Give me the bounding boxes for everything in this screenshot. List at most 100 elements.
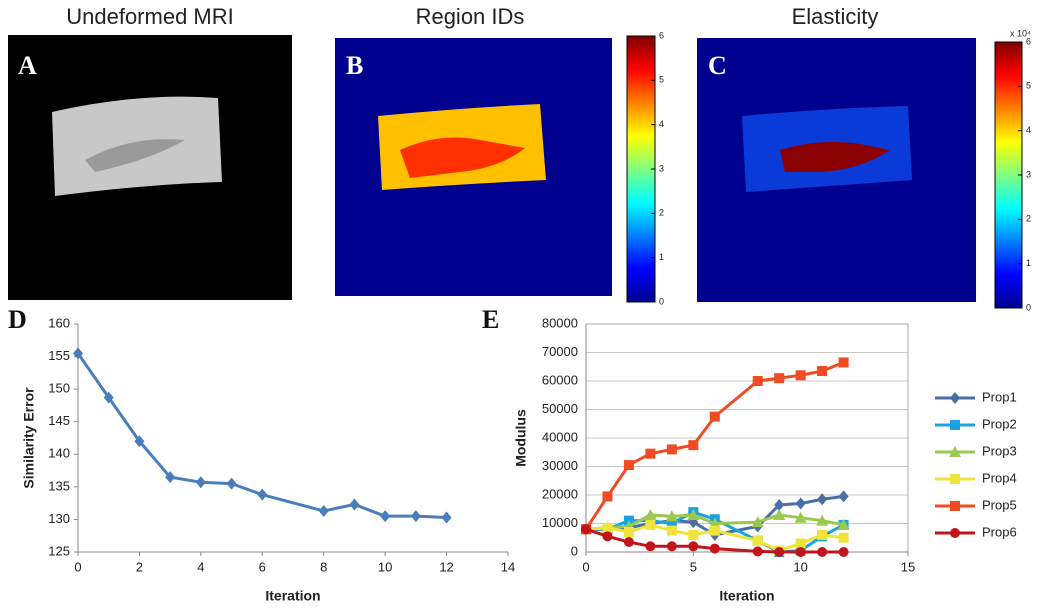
marker: [667, 526, 677, 536]
panel-title: Region IDs: [416, 4, 525, 29]
legend-label: Prop3: [982, 443, 1017, 458]
panel-letter: A: [18, 51, 37, 80]
marker: [950, 420, 960, 430]
colorbar-tick-label: 6: [1026, 36, 1031, 46]
x-tick-label: 15: [901, 559, 915, 574]
marker: [753, 546, 763, 556]
colorbar: [627, 36, 655, 302]
x-tick-label: 5: [690, 559, 697, 574]
panel-label: D: [8, 305, 27, 334]
marker: [950, 501, 960, 511]
marker: [645, 449, 655, 459]
x-axis-label: Iteration: [265, 588, 320, 604]
marker: [753, 376, 763, 386]
marker: [839, 547, 849, 557]
y-axis-label: Modulus: [513, 409, 529, 467]
y-tick-label: 30000: [542, 458, 578, 473]
marker: [950, 392, 960, 404]
marker: [688, 541, 698, 551]
marker: [319, 505, 329, 517]
colorbar-tick-label: 0: [1026, 302, 1031, 312]
marker: [602, 523, 612, 533]
marker: [645, 541, 655, 551]
marker: [710, 544, 720, 554]
y-tick-label: 0: [571, 543, 578, 558]
marker: [645, 520, 655, 530]
x-tick-label: 0: [582, 559, 589, 574]
marker: [581, 524, 591, 534]
marker: [602, 531, 612, 541]
x-tick-label: 10: [378, 559, 392, 574]
marker: [753, 536, 763, 546]
colorbar-tick-label: 4: [659, 119, 664, 129]
x-tick-label: 14: [501, 559, 515, 574]
marker: [774, 373, 784, 383]
x-tick-label: 2: [136, 559, 143, 574]
colorbar: [995, 42, 1022, 308]
marker: [796, 498, 806, 510]
marker: [839, 357, 849, 367]
colorbar-tick-label: 5: [659, 75, 664, 85]
panel-letter: B: [346, 51, 363, 80]
panel-label: E: [482, 305, 499, 334]
colorbar-tick-label: 2: [1026, 214, 1031, 224]
marker: [839, 490, 849, 502]
legend-label: Prop1: [982, 389, 1017, 404]
y-tick-label: 130: [48, 511, 70, 526]
x-axis-label: Iteration: [719, 588, 774, 604]
marker: [710, 412, 720, 422]
marker: [796, 370, 806, 380]
marker: [774, 547, 784, 557]
y-tick-label: 70000: [542, 344, 578, 359]
y-tick-label: 80000: [542, 315, 578, 330]
x-tick-label: 0: [74, 559, 81, 574]
y-tick-label: 145: [48, 413, 70, 428]
colorbar-tick-label: 4: [1026, 125, 1031, 135]
colorbar-tick-label: 2: [659, 208, 664, 218]
y-tick-label: 150: [48, 381, 70, 396]
marker: [710, 526, 720, 536]
y-tick-label: 140: [48, 446, 70, 461]
y-axis-label: Similarity Error: [21, 387, 37, 489]
marker: [667, 444, 677, 454]
colorbar-tick-label: 3: [659, 163, 664, 173]
colorbar-tick-label: 1: [1026, 258, 1031, 268]
x-tick-label: 10: [793, 559, 807, 574]
panel-title: Undeformed MRI: [66, 4, 234, 29]
panel-title: Elasticity: [792, 4, 879, 29]
y-tick-label: 40000: [542, 429, 578, 444]
colorbar-tick-label: 1: [659, 252, 664, 262]
marker: [667, 541, 677, 551]
colorbar-tick-label: 6: [659, 30, 664, 40]
y-tick-label: 10000: [542, 515, 578, 530]
y-tick-label: 50000: [542, 401, 578, 416]
marker: [688, 530, 698, 540]
legend-label: Prop2: [982, 416, 1017, 431]
y-tick-label: 160: [48, 315, 70, 330]
marker: [349, 498, 359, 510]
marker: [624, 460, 634, 470]
panel-letter: C: [708, 51, 727, 80]
x-tick-label: 12: [439, 559, 453, 574]
legend-label: Prop5: [982, 497, 1017, 512]
marker: [817, 547, 827, 557]
y-tick-label: 135: [48, 478, 70, 493]
marker: [950, 474, 960, 484]
marker: [817, 366, 827, 376]
marker: [442, 511, 452, 523]
marker: [796, 538, 806, 548]
marker: [602, 491, 612, 501]
x-tick-label: 6: [259, 559, 266, 574]
legend-label: Prop6: [982, 524, 1017, 539]
marker: [196, 476, 206, 488]
figure: Undeformed MRI A Region IDs B Elasticity…: [0, 0, 1039, 609]
marker: [257, 489, 267, 501]
x-tick-label: 4: [197, 559, 204, 574]
marker: [380, 510, 390, 522]
marker: [411, 510, 421, 522]
y-tick-label: 155: [48, 348, 70, 363]
y-tick-label: 20000: [542, 486, 578, 501]
y-tick-label: 60000: [542, 372, 578, 387]
marker: [624, 527, 634, 537]
legend-label: Prop4: [982, 470, 1017, 485]
